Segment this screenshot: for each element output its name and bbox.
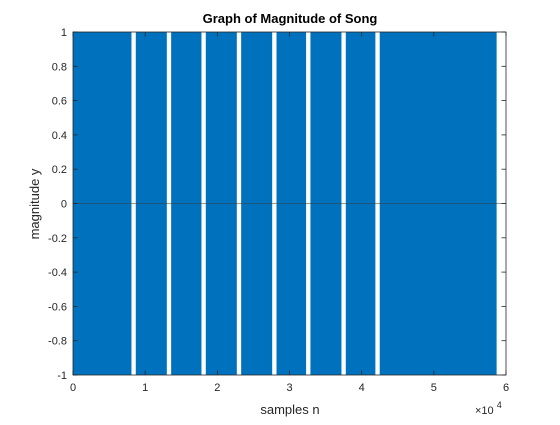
y-tick-label-7: 0.4: [52, 130, 67, 142]
y-tick-label-4: -0.2: [48, 233, 67, 245]
y-tick-label-6: 0.2: [52, 164, 67, 176]
tick-layer: 0 1 2 3 4 5 6 -1 -0.8 -0.6 -0.4 -0.2 0 0.2 0.4 0.6 0.8 1: [48, 27, 509, 394]
y-tick-label-1: -0.8: [48, 336, 67, 348]
y-axis-label: magnitude y: [27, 168, 42, 239]
x-tick-label-0: 0: [70, 382, 76, 394]
y-tick-label-0: -1: [57, 370, 67, 382]
y-tick-label-10: 1: [61, 27, 67, 39]
x-tick-label-1: 1: [142, 382, 148, 394]
x-tick-label-4: 4: [359, 382, 365, 394]
y-tick-label-9: 0.8: [52, 61, 67, 73]
y-tick-label-8: 0.6: [52, 96, 67, 108]
y-tick-label-2: -0.6: [48, 301, 67, 313]
x-axis-exponent-base: ×10: [475, 405, 494, 417]
x-axis-exponent-label: ×10 4: [475, 400, 502, 417]
y-tick-label-3: -0.4: [48, 267, 67, 279]
x-axis-label: samples n: [260, 402, 319, 417]
x-tick-label-5: 5: [431, 382, 437, 394]
x-tick-label-2: 2: [214, 382, 220, 394]
x-tick-label-6: 6: [503, 382, 509, 394]
chart-title: Graph of Magnitude of Song: [203, 11, 378, 26]
x-axis-exponent-power: 4: [497, 400, 502, 410]
x-tick-label-3: 3: [286, 382, 292, 394]
y-tick-label-5: 0: [61, 199, 67, 211]
